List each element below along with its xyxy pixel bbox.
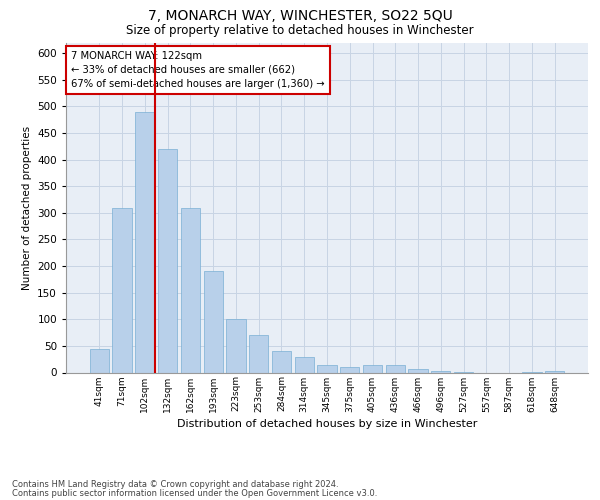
Bar: [431, 371, 451, 372]
Bar: [158, 149, 178, 372]
Bar: [226, 320, 245, 372]
Bar: [135, 112, 155, 372]
Text: Contains HM Land Registry data © Crown copyright and database right 2024.: Contains HM Land Registry data © Crown c…: [12, 480, 338, 489]
Text: 7, MONARCH WAY, WINCHESTER, SO22 5QU: 7, MONARCH WAY, WINCHESTER, SO22 5QU: [148, 9, 452, 23]
Bar: [272, 351, 291, 372]
X-axis label: Distribution of detached houses by size in Winchester: Distribution of detached houses by size …: [177, 418, 477, 428]
Bar: [317, 365, 337, 372]
Text: Size of property relative to detached houses in Winchester: Size of property relative to detached ho…: [126, 24, 474, 37]
Bar: [249, 335, 268, 372]
Bar: [181, 208, 200, 372]
Bar: [90, 348, 109, 372]
Bar: [203, 272, 223, 372]
Text: 7 MONARCH WAY: 122sqm
← 33% of detached houses are smaller (662)
67% of semi-det: 7 MONARCH WAY: 122sqm ← 33% of detached …: [71, 51, 325, 89]
Bar: [295, 356, 314, 372]
Bar: [409, 370, 428, 372]
Bar: [386, 365, 405, 372]
Text: Contains public sector information licensed under the Open Government Licence v3: Contains public sector information licen…: [12, 489, 377, 498]
Bar: [363, 365, 382, 372]
Bar: [340, 367, 359, 372]
Y-axis label: Number of detached properties: Number of detached properties: [22, 126, 32, 290]
Bar: [112, 208, 132, 372]
